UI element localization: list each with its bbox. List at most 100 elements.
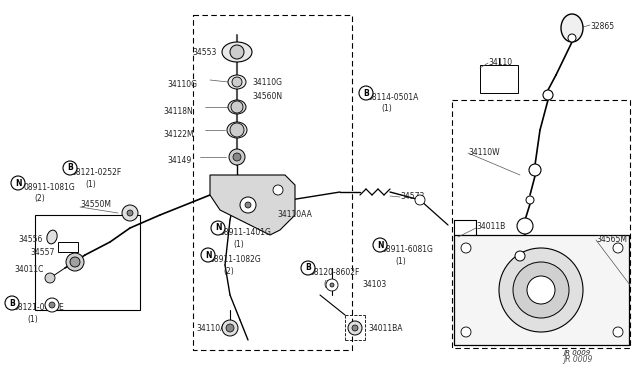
Text: N: N (215, 224, 221, 232)
Text: 08911-1082G: 08911-1082G (210, 255, 262, 264)
Circle shape (70, 257, 80, 267)
Text: B: B (67, 164, 73, 173)
Circle shape (301, 261, 315, 275)
Text: 34110G: 34110G (167, 80, 197, 89)
Text: 08911-1081G: 08911-1081G (23, 183, 75, 192)
Circle shape (45, 273, 55, 283)
Circle shape (201, 248, 215, 262)
Text: 34118N: 34118N (163, 107, 193, 116)
Circle shape (232, 77, 242, 87)
Circle shape (222, 320, 238, 336)
Circle shape (5, 296, 19, 310)
Text: B: B (9, 298, 15, 308)
Circle shape (45, 298, 59, 312)
Circle shape (461, 327, 471, 337)
Text: N: N (15, 179, 21, 187)
Bar (454, 235, 629, 345)
Text: JR 0009: JR 0009 (563, 355, 593, 364)
Text: (1): (1) (395, 257, 406, 266)
Text: 08911-1401G: 08911-1401G (220, 228, 272, 237)
Circle shape (613, 327, 623, 337)
Text: 34110AA: 34110AA (277, 210, 312, 219)
Text: 08120-8602F: 08120-8602F (310, 268, 360, 277)
Circle shape (515, 251, 525, 261)
Text: 34110: 34110 (488, 58, 512, 67)
Circle shape (233, 153, 241, 161)
Circle shape (240, 197, 256, 213)
Circle shape (461, 243, 471, 253)
Circle shape (66, 253, 84, 271)
Text: (1): (1) (323, 280, 333, 289)
Circle shape (527, 276, 555, 304)
Text: 34011B: 34011B (476, 222, 505, 231)
Circle shape (526, 196, 534, 204)
Circle shape (231, 101, 243, 113)
Text: 34149: 34149 (167, 156, 191, 165)
Text: 32865: 32865 (590, 22, 614, 31)
Ellipse shape (47, 230, 57, 244)
Text: 34560N: 34560N (252, 92, 282, 101)
Text: (1): (1) (381, 104, 392, 113)
Circle shape (273, 185, 283, 195)
Circle shape (373, 238, 387, 252)
Circle shape (348, 321, 362, 335)
Text: 34011BA: 34011BA (368, 324, 403, 333)
Circle shape (63, 161, 77, 175)
Circle shape (127, 210, 133, 216)
Ellipse shape (561, 14, 583, 42)
Circle shape (352, 325, 358, 331)
Text: 34110G: 34110G (252, 78, 282, 87)
Circle shape (613, 243, 623, 253)
Circle shape (230, 123, 244, 137)
Circle shape (568, 34, 576, 42)
Text: (2): (2) (223, 267, 234, 276)
Bar (58, 242, 78, 252)
Text: N: N (377, 241, 383, 250)
Circle shape (49, 302, 55, 308)
Bar (480, 65, 518, 93)
Text: (1): (1) (85, 180, 96, 189)
Text: 08911-6081G: 08911-6081G (382, 245, 434, 254)
Text: 34122M: 34122M (163, 130, 194, 139)
Text: (2): (2) (34, 194, 45, 203)
Circle shape (499, 248, 583, 332)
Circle shape (330, 283, 334, 287)
Circle shape (230, 45, 244, 59)
Bar (35, 215, 140, 310)
Ellipse shape (228, 75, 246, 89)
Circle shape (543, 90, 553, 100)
Circle shape (415, 195, 425, 205)
Ellipse shape (227, 122, 247, 138)
Text: (1): (1) (27, 315, 38, 324)
Text: B: B (305, 263, 311, 273)
Text: 34553: 34553 (192, 48, 216, 57)
Text: 08121-0252F: 08121-0252F (72, 168, 122, 177)
Ellipse shape (228, 100, 246, 114)
Circle shape (226, 324, 234, 332)
Text: B: B (363, 89, 369, 97)
Text: 34550M: 34550M (80, 200, 111, 209)
Circle shape (11, 176, 25, 190)
Text: 08121-0401E: 08121-0401E (14, 303, 65, 312)
Circle shape (245, 202, 251, 208)
Text: 34565M: 34565M (596, 235, 627, 244)
Text: 34110W: 34110W (468, 148, 500, 157)
Circle shape (359, 86, 373, 100)
Circle shape (326, 279, 338, 291)
Circle shape (229, 149, 245, 165)
Circle shape (517, 218, 533, 234)
Circle shape (529, 164, 541, 176)
Text: 08114-0501A: 08114-0501A (368, 93, 419, 102)
Text: 34110A: 34110A (196, 324, 225, 333)
Text: JR 0009: JR 0009 (563, 350, 590, 356)
Text: 34556: 34556 (18, 235, 42, 244)
Text: 34573: 34573 (400, 192, 424, 201)
Ellipse shape (222, 42, 252, 62)
Polygon shape (210, 175, 295, 235)
Circle shape (122, 205, 138, 221)
Text: 34557: 34557 (30, 248, 54, 257)
Text: 34103: 34103 (362, 280, 387, 289)
Circle shape (513, 262, 569, 318)
Circle shape (211, 221, 225, 235)
Text: N: N (205, 250, 211, 260)
